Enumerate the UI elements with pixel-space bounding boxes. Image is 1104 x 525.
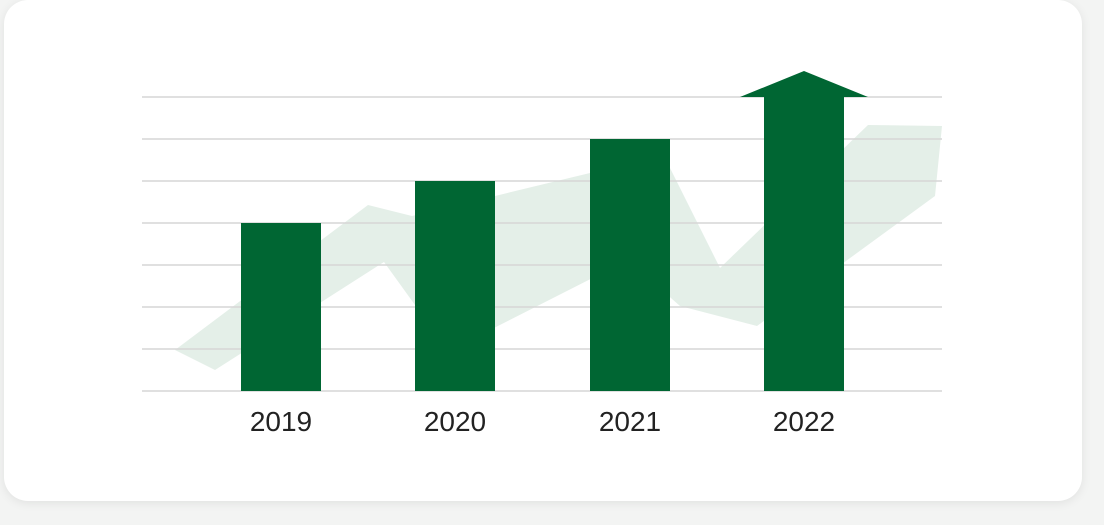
x-tick-label-2020: 2020 [424,406,486,437]
bar-2019 [241,223,321,391]
x-tick-label-2022: 2022 [773,406,835,437]
trend-arrow-icon [175,125,942,370]
x-tick-label-2021: 2021 [599,406,661,437]
bar-2021 [590,139,670,391]
bar-2020 [415,181,495,391]
bar-2022-arrow [740,71,868,391]
x-tick-label-2019: 2019 [250,406,312,437]
